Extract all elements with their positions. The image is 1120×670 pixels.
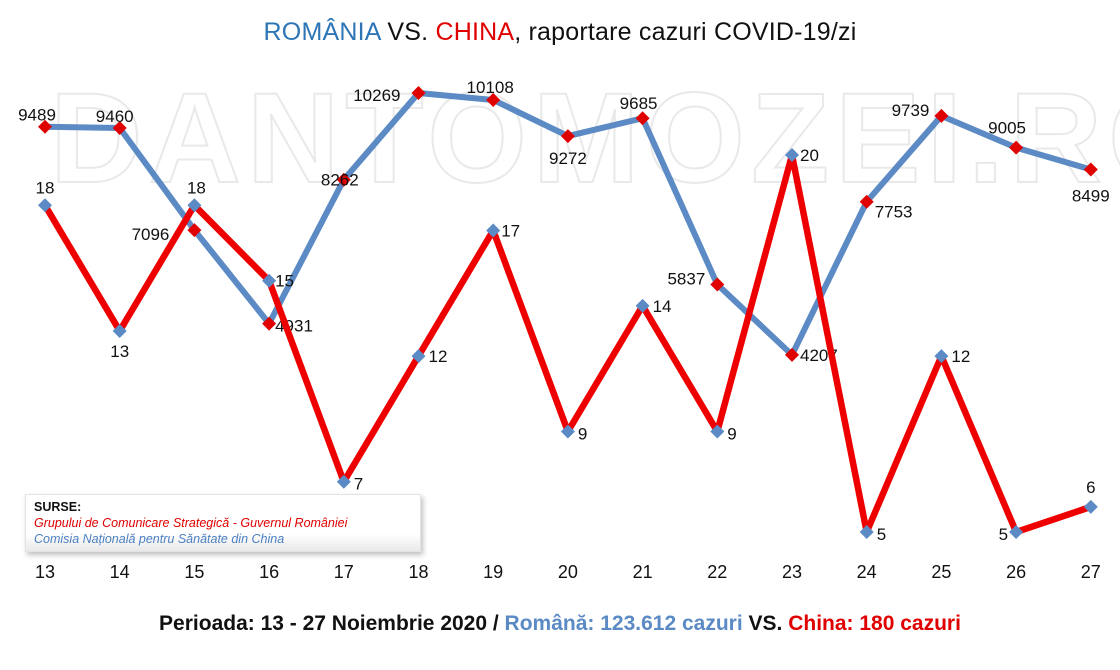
- x-tick-label: 22: [707, 562, 727, 582]
- china-marker: [934, 349, 949, 364]
- china-data-label: 13: [110, 342, 129, 361]
- china-data-label: 5: [999, 525, 1008, 544]
- x-tick-label: 14: [110, 562, 130, 582]
- x-tick-label: 24: [857, 562, 877, 582]
- china-data-label: 18: [36, 178, 55, 197]
- x-tick-label: 25: [931, 562, 951, 582]
- china-data-label: 12: [429, 347, 448, 366]
- source-romania: Grupului de Comunicare Strategică - Guve…: [34, 516, 348, 530]
- x-tick-label: 13: [35, 562, 55, 582]
- romania-data-label: 7096: [132, 225, 170, 244]
- x-tick-label: 18: [408, 562, 428, 582]
- period-text: Perioada: 13 - 27 Noiembrie 2020 /: [159, 612, 505, 635]
- x-tick-label: 23: [782, 562, 802, 582]
- romania-data-label: 10108: [467, 78, 514, 97]
- romania-data-label: 9460: [96, 107, 134, 126]
- romania-marker: [486, 92, 501, 107]
- china-data-label: 9: [578, 424, 587, 443]
- romania-marker: [785, 347, 799, 362]
- china-data-label: 17: [501, 221, 520, 240]
- china-marker: [560, 424, 575, 439]
- romania-data-label: 8262: [321, 171, 359, 190]
- x-tick-label: 20: [558, 562, 578, 582]
- china-marker: [635, 298, 650, 313]
- china-marker: [1009, 525, 1024, 539]
- china-data-label: 18: [187, 178, 206, 197]
- romania-data-label: 5837: [667, 269, 705, 288]
- x-tick-label: 27: [1081, 562, 1101, 582]
- romania-marker: [411, 86, 426, 100]
- x-tick-label: 17: [334, 562, 354, 582]
- x-axis: 13 14 15 16 17 18 19 20 21 22 23 24 25 26 27: [35, 562, 1101, 582]
- romania-data-label: 8499: [1072, 186, 1110, 205]
- title-rest: , raportare cazuri COVID-19/zi: [514, 18, 857, 46]
- chart-title: ROMÂNIA VS. CHINA, raportare cazuri COVI…: [0, 18, 1120, 47]
- romania-data-label: 9739: [892, 101, 930, 120]
- period-summary: Perioada: 13 - 27 Noiembrie 2020 / Român…: [0, 612, 1120, 636]
- romania-total: Română: 123.612 cazuri: [504, 612, 743, 635]
- footer-vs: VS.: [742, 612, 789, 635]
- title-romania: ROMÂNIA: [263, 18, 381, 46]
- romania-data-label: 7753: [875, 203, 913, 222]
- china-series: 18 13 18 15 7 12 17 9 14 9 20 5 12 5 6: [36, 146, 1098, 544]
- china-data-label: 12: [951, 347, 970, 366]
- romania-marker: [336, 172, 351, 187]
- china-marker: [486, 223, 501, 238]
- china-marker: [187, 198, 202, 213]
- romania-marker: [262, 316, 277, 331]
- romania-data-label: 9272: [549, 149, 587, 168]
- china-marker: [38, 198, 52, 213]
- romania-data-label: 10269: [353, 86, 400, 105]
- romania-marker: [710, 277, 725, 292]
- sources-legend: SURSE: Grupului de Comunicare Strategică…: [25, 494, 421, 552]
- romania-marker: [635, 111, 650, 126]
- romania-data-label: 9005: [988, 119, 1026, 138]
- romania-data-label: 9489: [18, 106, 56, 125]
- china-marker: [710, 424, 725, 439]
- romania-marker: [560, 129, 575, 144]
- china-data-label: 14: [653, 297, 672, 316]
- romania-marker: [934, 108, 949, 123]
- china-total: China: 180 cazuri: [788, 612, 961, 635]
- x-tick-label: 21: [633, 562, 653, 582]
- china-marker: [336, 474, 351, 489]
- x-tick-label: 26: [1006, 562, 1026, 582]
- x-tick-label: 16: [259, 562, 279, 582]
- romania-marker: [1083, 162, 1098, 177]
- china-data-label: 7: [354, 475, 363, 494]
- china-data-label: 15: [275, 272, 294, 291]
- title-china: CHINA: [435, 18, 515, 46]
- source-china: Comisia Națională pentru Sănătate din Ch…: [34, 532, 285, 546]
- sources-heading: SURSE:: [34, 500, 82, 514]
- romania-marker: [187, 223, 202, 238]
- china-marker: [262, 273, 277, 288]
- romania-marker: [38, 119, 52, 134]
- x-tick-label: 19: [483, 562, 503, 582]
- china-data-label: 9: [727, 424, 736, 443]
- romania-marker: [859, 194, 874, 209]
- china-marker: [1083, 499, 1098, 514]
- china-marker: [112, 323, 127, 338]
- romania-data-label: 9685: [620, 94, 658, 113]
- china-marker: [859, 525, 874, 539]
- china-data-label: 6: [1086, 478, 1095, 497]
- romania-marker: [112, 120, 127, 135]
- china-data-label: 20: [800, 146, 819, 165]
- china-marker: [411, 349, 426, 364]
- watermark: DANTOMOZEI.RO: [50, 67, 1120, 210]
- romania-marker: [1009, 140, 1024, 155]
- x-tick-label: 15: [184, 562, 204, 582]
- china-marker: [785, 148, 799, 163]
- china-line: [42, 151, 1092, 536]
- china-data-label: 5: [877, 525, 886, 544]
- title-vs: VS.: [380, 18, 436, 46]
